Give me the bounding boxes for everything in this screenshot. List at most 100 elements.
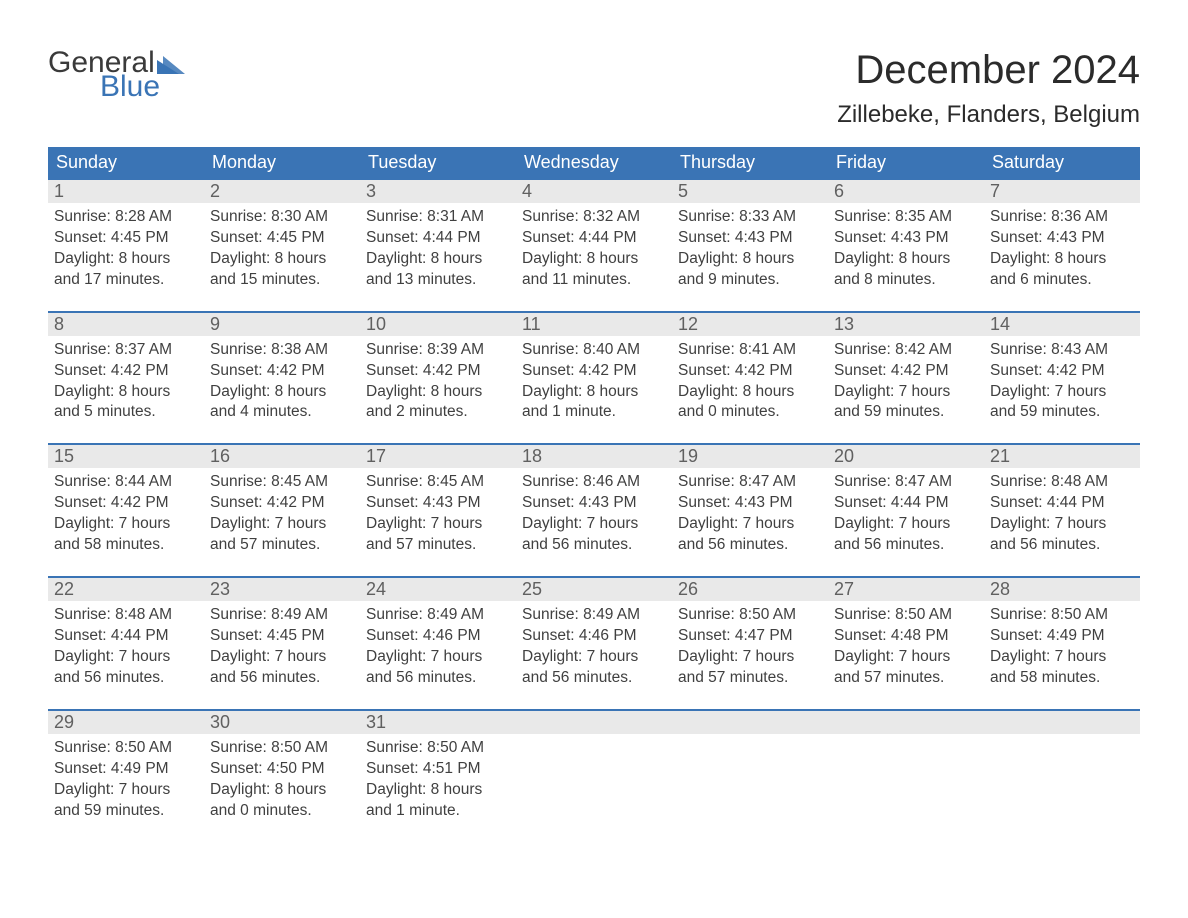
day-number: 25	[516, 578, 672, 601]
sunset-text: Sunset: 4:46 PM	[522, 626, 666, 647]
sunset-text: Sunset: 4:44 PM	[522, 228, 666, 249]
sunrise-text: Sunrise: 8:45 AM	[366, 472, 510, 493]
day-number: 1	[48, 180, 204, 203]
daylight-text: Daylight: 8 hours and 4 minutes.	[210, 382, 354, 424]
sunset-text: Sunset: 4:44 PM	[990, 493, 1134, 514]
daylight-text: Daylight: 7 hours and 56 minutes.	[54, 647, 198, 689]
daylight-text: Daylight: 7 hours and 57 minutes.	[834, 647, 978, 689]
sunset-text: Sunset: 4:46 PM	[366, 626, 510, 647]
sunset-text: Sunset: 4:49 PM	[990, 626, 1134, 647]
day-body: Sunrise: 8:48 AMSunset: 4:44 PMDaylight:…	[984, 468, 1140, 558]
day-cell	[984, 711, 1140, 824]
weekday-header: Friday	[828, 147, 984, 178]
day-body: Sunrise: 8:33 AMSunset: 4:43 PMDaylight:…	[672, 203, 828, 293]
day-number: 26	[672, 578, 828, 601]
day-number: 28	[984, 578, 1140, 601]
weekday-header: Sunday	[48, 147, 204, 178]
sunset-text: Sunset: 4:43 PM	[366, 493, 510, 514]
day-number: 7	[984, 180, 1140, 203]
day-body: Sunrise: 8:39 AMSunset: 4:42 PMDaylight:…	[360, 336, 516, 426]
day-cell: 27Sunrise: 8:50 AMSunset: 4:48 PMDayligh…	[828, 578, 984, 691]
day-cell: 18Sunrise: 8:46 AMSunset: 4:43 PMDayligh…	[516, 445, 672, 558]
day-number: 14	[984, 313, 1140, 336]
daylight-text: Daylight: 8 hours and 1 minute.	[366, 780, 510, 822]
daylight-text: Daylight: 7 hours and 59 minutes.	[990, 382, 1134, 424]
daylight-text: Daylight: 7 hours and 58 minutes.	[54, 514, 198, 556]
day-number: 6	[828, 180, 984, 203]
brand-logo: General Blue	[48, 48, 185, 102]
day-cell: 6Sunrise: 8:35 AMSunset: 4:43 PMDaylight…	[828, 180, 984, 293]
day-cell	[672, 711, 828, 824]
daylight-text: Daylight: 8 hours and 6 minutes.	[990, 249, 1134, 291]
day-cell: 7Sunrise: 8:36 AMSunset: 4:43 PMDaylight…	[984, 180, 1140, 293]
sunset-text: Sunset: 4:42 PM	[210, 361, 354, 382]
day-body: Sunrise: 8:49 AMSunset: 4:46 PMDaylight:…	[516, 601, 672, 691]
day-number: 24	[360, 578, 516, 601]
day-cell: 29Sunrise: 8:50 AMSunset: 4:49 PMDayligh…	[48, 711, 204, 824]
week-row: 22Sunrise: 8:48 AMSunset: 4:44 PMDayligh…	[48, 576, 1140, 691]
daylight-text: Daylight: 7 hours and 58 minutes.	[990, 647, 1134, 689]
day-cell: 21Sunrise: 8:48 AMSunset: 4:44 PMDayligh…	[984, 445, 1140, 558]
sunrise-text: Sunrise: 8:44 AM	[54, 472, 198, 493]
day-body: Sunrise: 8:48 AMSunset: 4:44 PMDaylight:…	[48, 601, 204, 691]
calendar-table: SundayMondayTuesdayWednesdayThursdayFrid…	[48, 147, 1140, 823]
daylight-text: Daylight: 7 hours and 59 minutes.	[834, 382, 978, 424]
day-cell: 8Sunrise: 8:37 AMSunset: 4:42 PMDaylight…	[48, 313, 204, 426]
day-number: 8	[48, 313, 204, 336]
day-number-empty	[516, 711, 672, 734]
week-row: 15Sunrise: 8:44 AMSunset: 4:42 PMDayligh…	[48, 443, 1140, 558]
title-block: December 2024 Zillebeke, Flanders, Belgi…	[837, 48, 1140, 129]
day-body: Sunrise: 8:47 AMSunset: 4:43 PMDaylight:…	[672, 468, 828, 558]
day-number: 31	[360, 711, 516, 734]
day-cell: 14Sunrise: 8:43 AMSunset: 4:42 PMDayligh…	[984, 313, 1140, 426]
sunset-text: Sunset: 4:42 PM	[210, 493, 354, 514]
sunrise-text: Sunrise: 8:31 AM	[366, 207, 510, 228]
day-number: 17	[360, 445, 516, 468]
day-body: Sunrise: 8:37 AMSunset: 4:42 PMDaylight:…	[48, 336, 204, 426]
sunrise-text: Sunrise: 8:41 AM	[678, 340, 822, 361]
day-number: 18	[516, 445, 672, 468]
daylight-text: Daylight: 8 hours and 0 minutes.	[210, 780, 354, 822]
sunrise-text: Sunrise: 8:47 AM	[678, 472, 822, 493]
day-cell: 16Sunrise: 8:45 AMSunset: 4:42 PMDayligh…	[204, 445, 360, 558]
day-body: Sunrise: 8:31 AMSunset: 4:44 PMDaylight:…	[360, 203, 516, 293]
sunset-text: Sunset: 4:48 PM	[834, 626, 978, 647]
sunrise-text: Sunrise: 8:47 AM	[834, 472, 978, 493]
sunrise-text: Sunrise: 8:46 AM	[522, 472, 666, 493]
calendar-body: 1Sunrise: 8:28 AMSunset: 4:45 PMDaylight…	[48, 178, 1140, 823]
daylight-text: Daylight: 7 hours and 59 minutes.	[54, 780, 198, 822]
sunrise-text: Sunrise: 8:36 AM	[990, 207, 1134, 228]
daylight-text: Daylight: 7 hours and 56 minutes.	[366, 647, 510, 689]
sunset-text: Sunset: 4:50 PM	[210, 759, 354, 780]
day-cell: 3Sunrise: 8:31 AMSunset: 4:44 PMDaylight…	[360, 180, 516, 293]
week-row: 1Sunrise: 8:28 AMSunset: 4:45 PMDaylight…	[48, 178, 1140, 293]
day-cell: 28Sunrise: 8:50 AMSunset: 4:49 PMDayligh…	[984, 578, 1140, 691]
day-cell: 24Sunrise: 8:49 AMSunset: 4:46 PMDayligh…	[360, 578, 516, 691]
sunset-text: Sunset: 4:45 PM	[210, 228, 354, 249]
day-number: 9	[204, 313, 360, 336]
day-number: 3	[360, 180, 516, 203]
day-number: 29	[48, 711, 204, 734]
sunset-text: Sunset: 4:49 PM	[54, 759, 198, 780]
day-body: Sunrise: 8:28 AMSunset: 4:45 PMDaylight:…	[48, 203, 204, 293]
sunrise-text: Sunrise: 8:39 AM	[366, 340, 510, 361]
day-body: Sunrise: 8:50 AMSunset: 4:49 PMDaylight:…	[48, 734, 204, 824]
week-row: 29Sunrise: 8:50 AMSunset: 4:49 PMDayligh…	[48, 709, 1140, 824]
page-header: General Blue December 2024 Zillebeke, Fl…	[48, 48, 1140, 129]
sunrise-text: Sunrise: 8:49 AM	[210, 605, 354, 626]
day-cell	[516, 711, 672, 824]
weekday-header: Wednesday	[516, 147, 672, 178]
day-cell: 22Sunrise: 8:48 AMSunset: 4:44 PMDayligh…	[48, 578, 204, 691]
day-cell: 11Sunrise: 8:40 AMSunset: 4:42 PMDayligh…	[516, 313, 672, 426]
sunset-text: Sunset: 4:51 PM	[366, 759, 510, 780]
daylight-text: Daylight: 8 hours and 13 minutes.	[366, 249, 510, 291]
day-cell: 23Sunrise: 8:49 AMSunset: 4:45 PMDayligh…	[204, 578, 360, 691]
day-number: 12	[672, 313, 828, 336]
day-number-empty	[984, 711, 1140, 734]
day-body: Sunrise: 8:38 AMSunset: 4:42 PMDaylight:…	[204, 336, 360, 426]
daylight-text: Daylight: 7 hours and 56 minutes.	[678, 514, 822, 556]
weekday-header: Saturday	[984, 147, 1140, 178]
day-cell: 2Sunrise: 8:30 AMSunset: 4:45 PMDaylight…	[204, 180, 360, 293]
day-body: Sunrise: 8:50 AMSunset: 4:49 PMDaylight:…	[984, 601, 1140, 691]
day-number: 10	[360, 313, 516, 336]
